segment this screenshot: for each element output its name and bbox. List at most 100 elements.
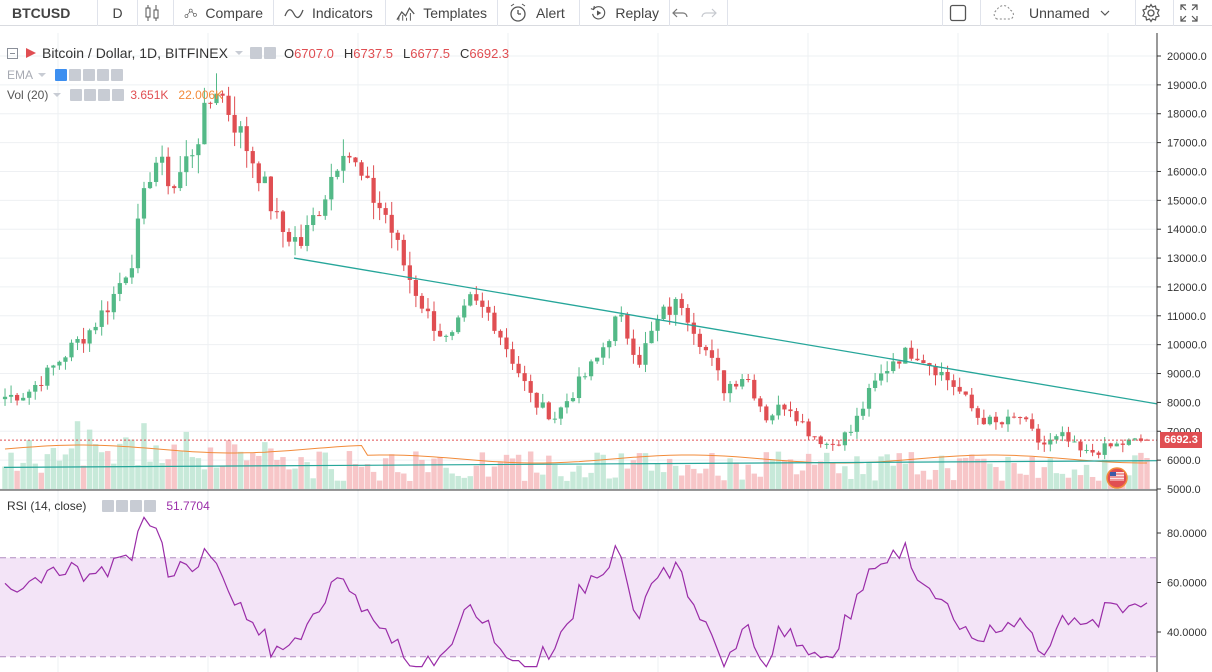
price-axis[interactable]: 20000.0 19000.0 18000.0 17000.0 16000.0 15000…	[1157, 51, 1207, 496]
volume-bar	[298, 457, 304, 489]
candle-body	[1005, 416, 1011, 425]
volume-bar	[316, 451, 322, 489]
candle-body	[238, 126, 243, 133]
close-icon[interactable]	[112, 89, 125, 101]
settings-small-icon[interactable]	[116, 500, 129, 512]
volume-bar	[62, 454, 69, 489]
candle-body	[129, 268, 135, 278]
volume-bar	[564, 480, 570, 489]
candle-body	[172, 186, 177, 189]
candle-body	[123, 277, 128, 284]
candle-body	[1011, 416, 1017, 418]
volume-bar	[975, 458, 981, 489]
price-axis-label: 17000.0	[1167, 138, 1207, 150]
rsi-axis-label: 80.0000	[1167, 528, 1207, 540]
candle-body	[727, 383, 733, 394]
volume-bar	[842, 466, 848, 489]
candle-body	[1060, 432, 1065, 437]
plus-icon[interactable]	[97, 69, 110, 81]
layout-select-button[interactable]	[943, 0, 981, 26]
volume-bar	[80, 465, 87, 489]
volume-bar	[26, 440, 32, 489]
volume-ma-value: 22.006K	[178, 88, 224, 102]
indicators-button[interactable]: Indicators	[274, 0, 386, 26]
candle-body	[860, 408, 866, 416]
candle-body	[1114, 443, 1119, 447]
settings-small-icon[interactable]	[263, 47, 276, 59]
candle-body	[552, 418, 557, 420]
collapse-legend-button[interactable]	[7, 47, 18, 59]
compare-button[interactable]: Compare	[174, 0, 274, 26]
rsi-axis[interactable]: 80.0000 60.0000 40.0000	[1157, 528, 1207, 639]
price-axis-label: 9000.0	[1167, 369, 1201, 381]
earnings-flag-badge[interactable]	[1106, 467, 1128, 489]
price-axis-label: 16000.0	[1167, 166, 1207, 178]
templates-button[interactable]: Templates	[386, 0, 498, 26]
candle-body	[105, 310, 110, 313]
ema-label[interactable]: EMA	[7, 68, 34, 82]
symbol-search[interactable]: BTCUSD	[0, 0, 98, 26]
eye-icon[interactable]	[55, 69, 68, 81]
chevron-down-icon[interactable]	[234, 50, 244, 56]
eye-icon[interactable]	[70, 89, 83, 101]
candle-body	[891, 361, 896, 372]
plus-icon[interactable]	[98, 89, 111, 101]
volume-bar	[431, 458, 437, 489]
candle-body	[383, 208, 388, 215]
volume-bar	[123, 437, 129, 489]
volume-bar	[44, 454, 51, 489]
fullscreen-button[interactable]	[1174, 0, 1212, 26]
candle-body	[401, 239, 406, 266]
chart-type-button[interactable]	[138, 0, 174, 26]
volume-bar	[817, 461, 824, 489]
candle-body	[782, 404, 787, 410]
candle-body	[522, 373, 527, 382]
candle-body	[153, 162, 159, 182]
undo-button[interactable]	[670, 0, 698, 26]
candle-body	[697, 333, 702, 347]
settings-small-icon[interactable]	[69, 69, 82, 81]
candle-body	[703, 346, 709, 351]
layout-name-button[interactable]: Unnamed	[981, 0, 1136, 26]
chart-canvas[interactable]: 20000.0 19000.0 18000.0 17000.0 16000.0 15000…	[0, 33, 1212, 672]
replay-button[interactable]: Replay	[580, 0, 670, 26]
candle-body	[141, 188, 147, 219]
volume-bar	[944, 468, 951, 489]
chevron-down-icon[interactable]	[52, 92, 62, 98]
chevron-down-icon[interactable]	[37, 72, 47, 78]
volume-ma-line	[4, 444, 1147, 464]
source-icon[interactable]	[83, 69, 96, 81]
volume-bar	[691, 468, 697, 489]
volume-bar	[322, 452, 328, 489]
candle-body	[359, 162, 364, 176]
rsi-label[interactable]: RSI (14, close)	[7, 499, 87, 513]
candle-body	[909, 347, 914, 359]
volume-bar	[739, 479, 745, 489]
candle-body	[830, 443, 835, 445]
candle-body	[540, 402, 545, 408]
redo-button[interactable]	[698, 0, 728, 26]
candle-body	[87, 330, 92, 344]
volume-bar	[74, 421, 81, 489]
symbol-title[interactable]: Bitcoin / Dollar, 1D, BITFINEX	[42, 45, 228, 61]
price-axis-label: 20000.0	[1167, 51, 1207, 63]
alert-label: Alert	[536, 4, 565, 21]
candle-body	[292, 237, 298, 242]
eye-icon[interactable]	[102, 500, 115, 512]
volume-bar	[884, 454, 890, 489]
alert-button[interactable]: Alert	[498, 0, 580, 26]
settings-button[interactable]	[1136, 0, 1174, 26]
candle-body	[1048, 439, 1053, 445]
interval-selector[interactable]: D	[98, 0, 138, 26]
settings-small-icon[interactable]	[84, 89, 97, 101]
close-icon[interactable]	[144, 500, 157, 512]
volume-bar	[1029, 456, 1035, 489]
candle-body	[631, 338, 636, 355]
trendline[interactable]	[293, 257, 1158, 405]
plus-icon[interactable]	[130, 500, 143, 512]
eye-icon[interactable]	[249, 47, 262, 59]
volume-label[interactable]: Vol (20)	[7, 88, 49, 102]
volume-bar	[920, 470, 927, 489]
candle-body	[945, 371, 950, 381]
close-icon[interactable]	[111, 69, 124, 81]
